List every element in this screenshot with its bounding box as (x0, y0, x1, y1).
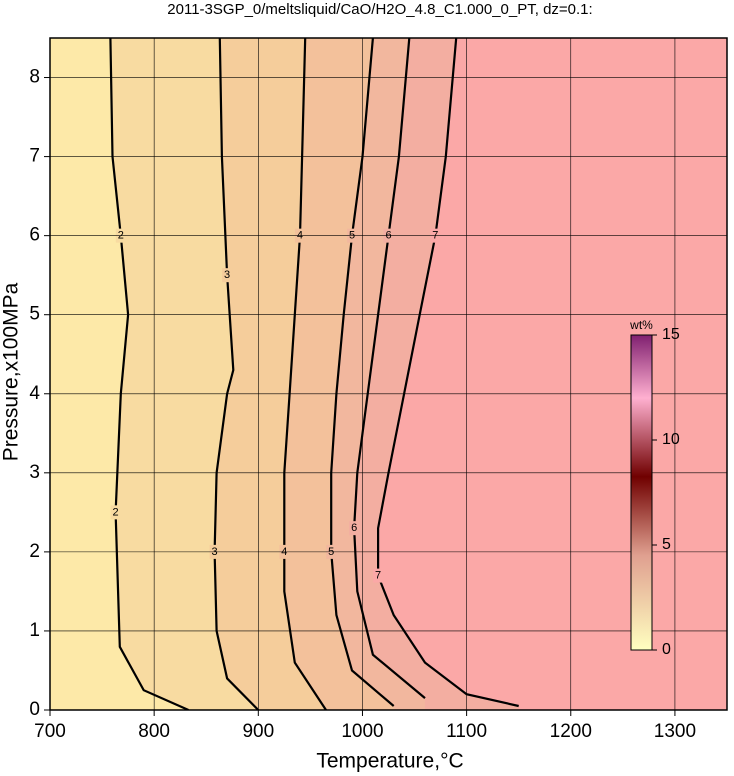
x-tick-label: 1300 (654, 721, 696, 742)
contour-line (330, 38, 395, 707)
y-axis-label: Pressure,x100MPa (0, 282, 23, 461)
y-tick-label: 4 (29, 383, 40, 404)
contour-label: 7 (375, 570, 381, 582)
colorbar-tick-label: 5 (662, 536, 671, 553)
chart-title: 2011-3SGP_0/meltsliquid/CaO/H2O_4.8_C1.0… (167, 1, 592, 18)
x-tick-label: 1200 (550, 721, 592, 742)
colorbar (630, 334, 653, 651)
y-tick-label: 5 (29, 304, 40, 325)
contour-line (283, 38, 327, 710)
colorbar-tick-label: 15 (662, 326, 680, 343)
y-tick-label: 6 (29, 225, 40, 246)
contour-label-bg (373, 568, 384, 583)
contour-line (213, 38, 260, 710)
y-tick-label: 3 (29, 462, 40, 483)
contour-label-bg (110, 505, 121, 520)
contour-label: 6 (351, 522, 357, 534)
y-tick-label: 8 (29, 67, 40, 88)
colorbar-tick-label: 10 (662, 431, 680, 448)
overlay: 700 800 900 1000 1100 1200 1300 0 1 2 3 4 5 6 7 8 wt% 0 5 1… (29, 37, 728, 742)
x-tick-label: 1000 (341, 721, 383, 742)
plot-frame (49, 37, 728, 711)
y-tick-label: 0 (29, 699, 40, 720)
colorbar-tick-label: 0 (662, 641, 671, 658)
y-tick-label: 1 (29, 620, 40, 641)
contour-label-bg (222, 268, 233, 283)
contour-line (377, 38, 519, 708)
contour-label: 3 (224, 269, 230, 281)
x-tick-label: 800 (138, 721, 170, 742)
colorbar-title: wt% (629, 318, 653, 332)
y-tick-label: 2 (29, 541, 40, 562)
x-tick-label: 700 (34, 721, 66, 742)
x-axis-label: Temperature,°C (316, 750, 463, 773)
x-tick-label: 900 (242, 721, 274, 742)
contour-label-bg (349, 521, 360, 536)
y-tick-label: 7 (29, 146, 40, 167)
x-tick-label: 1100 (446, 721, 487, 742)
contour-label: 2 (113, 506, 119, 518)
